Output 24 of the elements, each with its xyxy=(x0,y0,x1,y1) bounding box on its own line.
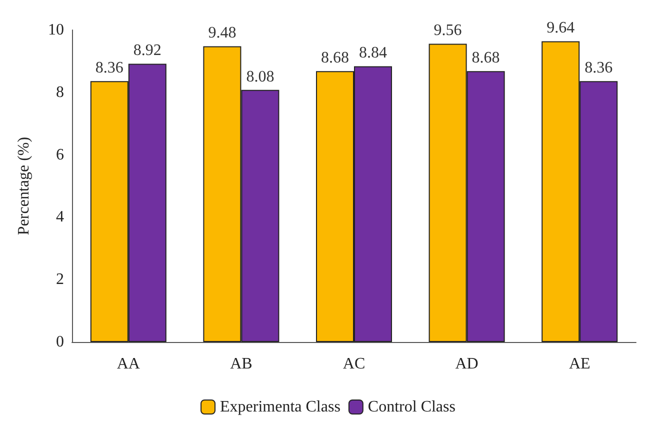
y-tick-label: 6 xyxy=(56,146,64,164)
data-label: 8.36 xyxy=(95,60,124,77)
x-tick-label: AB xyxy=(230,356,252,372)
data-label: 8.08 xyxy=(246,68,274,86)
x-tick-label: AC xyxy=(342,356,366,372)
x-tick-label: AA xyxy=(116,356,140,372)
legend-label: Experimenta Class xyxy=(220,398,340,416)
data-label: 8.84 xyxy=(359,44,387,62)
legend-label: Control Class xyxy=(368,398,456,416)
data-label: 8.68 xyxy=(321,50,349,67)
data-label: 8.36 xyxy=(584,60,613,77)
data-label: 9.64 xyxy=(546,20,575,37)
x-tick-label: AD xyxy=(455,356,478,372)
y-tick-label: 10 xyxy=(48,22,64,38)
y-tick-label: 2 xyxy=(56,271,64,288)
data-label: 9.48 xyxy=(208,24,236,42)
y-axis-title: Percentage (%) xyxy=(16,136,32,236)
data-label: 9.56 xyxy=(434,22,462,40)
data-label: 8.68 xyxy=(472,50,500,67)
data-label: 8.92 xyxy=(133,42,162,60)
y-tick-label: 8 xyxy=(56,84,64,101)
y-tick-label: 0 xyxy=(56,334,64,350)
y-tick-label: 4 xyxy=(56,208,64,226)
x-tick-label: AE xyxy=(568,356,590,372)
